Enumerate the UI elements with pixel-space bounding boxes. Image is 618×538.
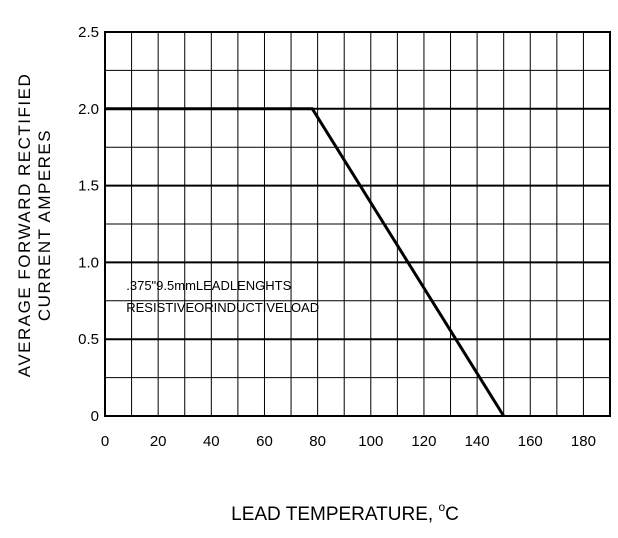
y-tick-label: 0.5 (78, 331, 99, 348)
x-tick-label: 60 (256, 433, 273, 450)
x-tick-label: 160 (518, 433, 543, 450)
annotation-line-1: .375"9.5mmLEADLENGHTS (126, 278, 291, 293)
series-group (105, 107, 505, 417)
x-tick-label: 0 (101, 433, 109, 450)
x-axis-title-prefix: LEAD TEMPERATURE, (231, 504, 438, 525)
degree-symbol: o (438, 500, 445, 514)
y-axis-title-line1: AVERAGE FORWARD RECTIFIED (15, 73, 34, 378)
x-axis-title: LEAD TEMPERATURE, oC (231, 500, 459, 525)
x-tick-label: 120 (411, 433, 436, 450)
x-tick-label: 20 (150, 433, 167, 450)
x-tick-label: 80 (309, 433, 326, 450)
y-tick-label: 2.0 (78, 101, 99, 118)
annotation-line-2: RESISTIVEORINDUCTIVELOAD (126, 300, 319, 315)
y-tick-label: 1.0 (78, 254, 99, 271)
x-tick-label: 40 (203, 433, 220, 450)
y-tick-label: 2.5 (78, 24, 99, 41)
x-tick-label: 100 (358, 433, 383, 450)
y-tick-label: 1.5 (78, 178, 99, 195)
x-tick-label: 140 (465, 433, 490, 450)
y-tick-labels: 0 0.5 1.0 1.5 2.0 2.5 (78, 24, 99, 425)
y-axis-title-line2: CURRENT AMPERES (35, 129, 54, 321)
x-tick-label: 180 (571, 433, 596, 450)
x-axis-title-unit: C (445, 504, 459, 525)
x-tick-labels: 0 20 40 60 80 100 120 140 160 180 (101, 433, 596, 450)
grid (105, 32, 610, 416)
plot-frame (104, 31, 611, 417)
plot-border (104, 31, 611, 417)
y-tick-label: 0 (91, 408, 99, 425)
y-axis-title: AVERAGE FORWARD RECTIFIED CURRENT AMPERE… (15, 73, 54, 378)
annotations: .375"9.5mmLEADLENGHTS RESISTIVEORINDUCTIV… (126, 278, 319, 315)
series-line-0 (105, 107, 505, 417)
